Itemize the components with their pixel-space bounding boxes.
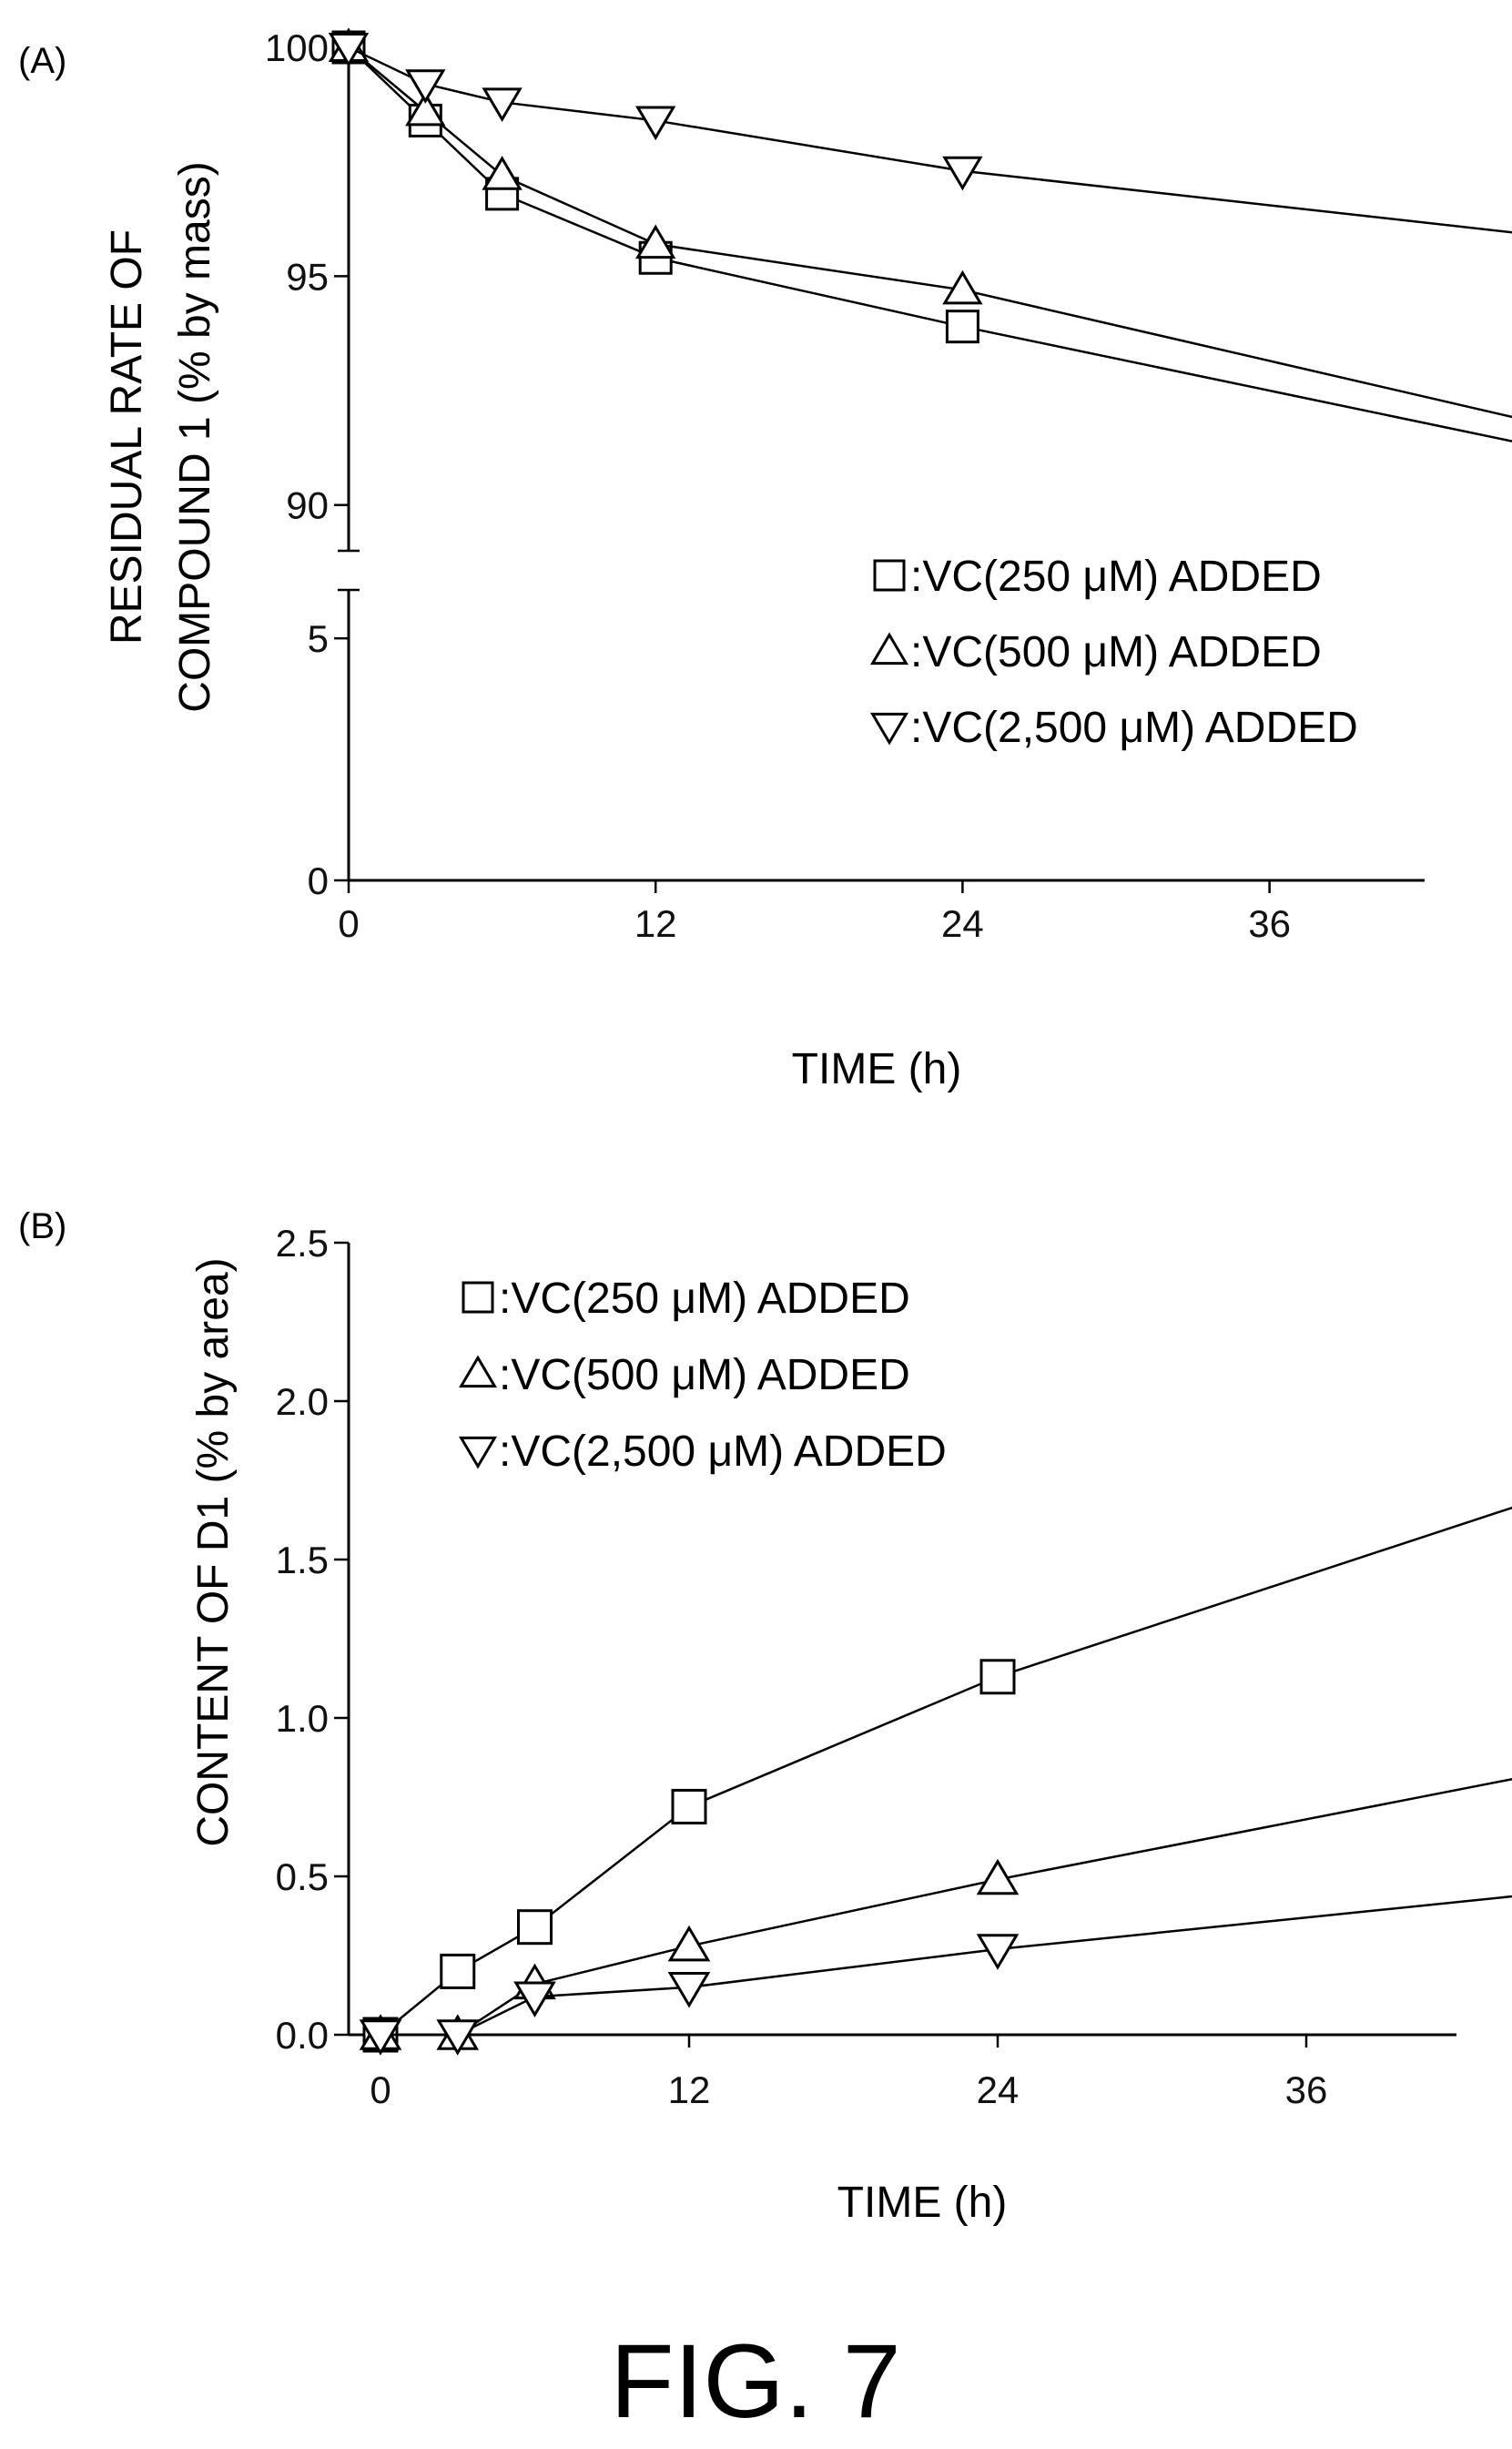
panel-a-ylabel-line-1: RESIDUAL RATE OF	[103, 229, 151, 645]
panel-b-y-tick-label: 0.5	[276, 1855, 329, 1898]
panel-a-legend-marker-square	[873, 559, 906, 592]
panel-b-y-tick-label: 2.0	[276, 1380, 329, 1423]
panel-a-x-tick-label: 12	[634, 902, 677, 945]
panel-a-point-triangle-down	[328, 33, 370, 67]
panel-a-point-triangle-down	[405, 69, 446, 104]
panel-b-series-line-1	[380, 1506, 1512, 2036]
panel-b-xlabel: TIME (h)	[837, 2179, 1008, 2227]
panel-b-legend-entry: :VC(2,500 μM) ADDED	[499, 1428, 947, 1476]
panel-a-point-triangle-down	[635, 106, 676, 141]
panel-b-ylabel: CONTENT OF D1 (% by area)	[189, 1257, 238, 1846]
panel-a-point-triangle-up	[482, 156, 523, 190]
panel-b-legend-entry: :VC(500 μM) ADDED	[499, 1351, 910, 1399]
panel-b-point-triangle-up	[667, 1925, 711, 1962]
panel-b-series	[359, 1506, 1512, 2056]
panel-a-xlabel: TIME (h)	[792, 1045, 962, 1093]
panel-a-legend-entry: :VC(250 μM) ADDED	[910, 553, 1322, 601]
panel-a-y-tick-label: 5	[308, 617, 329, 660]
panel-b-point-triangle-down	[976, 1934, 1020, 1970]
panel-a-y-tick-label: 0	[308, 859, 329, 902]
panel-b: (B) CONTENT OF D1 (% by area) 0.0 0.5 1.0 1…	[18, 1206, 1512, 2227]
panel-a-series-line-2	[348, 46, 1512, 419]
panel-a-series	[328, 27, 1512, 442]
panel-b-point-square	[440, 1953, 476, 1989]
panel-b-series-line-3	[381, 1895, 1512, 2037]
panel-a-y-tick-label: 95	[286, 255, 329, 298]
panel-a-legend-marker-triangle-down	[869, 712, 909, 746]
panel-a-legend: :VC(250 μM) ADDED :VC(500 μM) ADDED :VC(2,…	[869, 553, 1358, 752]
panel-b-x-tick-label: 12	[668, 2068, 711, 2111]
panel-a-series-line-3	[348, 46, 1512, 234]
panel-b-x-tick-label: 36	[1285, 2068, 1328, 2111]
panel-a-legend-marker-triangle-up	[869, 632, 909, 666]
panel-b-legend-marker-square	[462, 1281, 494, 1314]
panel-a-point-triangle-down	[942, 156, 983, 191]
panel-a-series-line-1	[348, 46, 1512, 442]
panel-a-point-triangle-up	[405, 91, 446, 127]
panel-a-axes: 909510005012243648	[265, 26, 1425, 945]
panel-b-legend: :VC(250 μM) ADDED :VC(500 μM) ADDED :VC(2,…	[458, 1275, 947, 1476]
panel-a: (A) RESIDUAL RATE OF COMPOUND 1 (% by ma…	[18, 26, 1512, 1093]
panel-b-y-tick-label: 1.5	[276, 1539, 329, 1581]
panel-b-x-tick-label: 24	[977, 2068, 1020, 2111]
panel-b-point-triangle-up	[976, 1858, 1020, 1895]
panel-a-legend-entry: :VC(2,500 μM) ADDED	[910, 704, 1358, 752]
panel-b-legend-marker-triangle-down	[458, 1436, 498, 1469]
panel-b-point-square	[517, 1909, 553, 1946]
panel-b-point-square	[671, 1788, 707, 1824]
panel-a-point-triangle-up	[942, 269, 983, 305]
panel-a-x-tick-label: 24	[941, 902, 984, 945]
panel-b-x-tick-label: 0	[370, 2068, 391, 2111]
panel-a-ylabel-line-2: COMPOUND 1 (% by mass)	[171, 161, 219, 712]
figure-title: FIG. 7	[610, 2323, 901, 2440]
panel-b-legend-marker-triangle-up	[458, 1355, 498, 1388]
panel-a-y-tick-label: 100	[265, 26, 329, 69]
panel-a-x-tick-label: 36	[1248, 902, 1291, 945]
panel-a-legend-entry: :VC(500 μM) ADDED	[910, 628, 1322, 676]
panel-b-point-triangle-down	[359, 2019, 402, 2056]
panel-b-label: (B)	[18, 1206, 66, 1246]
panel-b-legend-entry: :VC(250 μM) ADDED	[499, 1275, 910, 1323]
panel-a-x-tick-label: 0	[338, 902, 359, 945]
panel-b-point-square	[979, 1659, 1016, 1695]
panel-a-label: (A)	[18, 41, 66, 81]
panel-b-point-triangle-down	[436, 2019, 480, 2056]
panel-a-ylabel: RESIDUAL RATE OF COMPOUND 1 (% by mass)	[103, 161, 219, 712]
panel-b-y-tick-label: 1.0	[276, 1697, 329, 1740]
panel-b-y-tick-label: 0.0	[276, 2014, 329, 2057]
panel-a-point-square	[945, 310, 979, 344]
panel-a-point-triangle-down	[482, 87, 523, 122]
panel-a-point-triangle-up	[635, 224, 676, 259]
panel-b-y-tick-label: 2.5	[276, 1222, 329, 1265]
panel-b-point-triangle-down	[667, 1972, 711, 2008]
panel-a-y-tick-label: 90	[286, 484, 329, 527]
panel-b-axes: 0.00.51.01.52.02.5012243648	[276, 1222, 1456, 2111]
panel-b-point-triangle-down	[513, 1981, 556, 2017]
